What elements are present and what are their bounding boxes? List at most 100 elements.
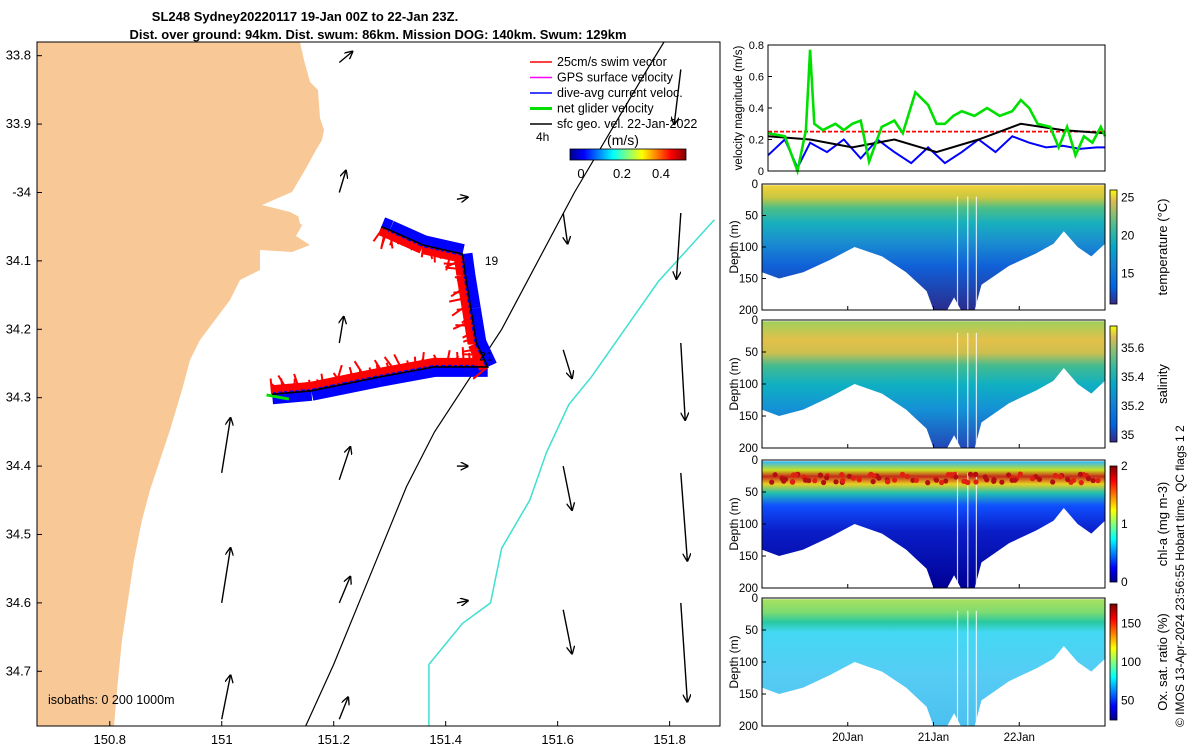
chl-maximum-point (913, 477, 920, 483)
section-colorbar-tick-label: 1 (1121, 517, 1128, 531)
chl-maximum-point (1009, 477, 1015, 483)
section-data-field (762, 461, 1105, 588)
map-x-tick-label: 151.4 (429, 732, 462, 747)
section-colorbar-tick-label: 2 (1121, 459, 1128, 473)
chl-maximum-point (870, 479, 876, 485)
chl-maximum-point (967, 471, 974, 477)
chl-maximum-point (892, 477, 898, 483)
map-y-tick-label: 33.9 (6, 116, 31, 131)
section-colorbar (1109, 603, 1118, 721)
speed-colorbar-tick: 0 (577, 166, 584, 181)
swim-band (456, 274, 469, 311)
map-y-ticks: 33.8 33.9 -34 34.1 34.2 34.3 34.4 34.5 34.6 34.7 (6, 48, 42, 678)
chl-maximum-point (821, 479, 827, 486)
chl-maximum-point (933, 477, 940, 483)
geo-velocity-arrow (338, 447, 350, 481)
net-velocity-mark (266, 393, 290, 401)
geo-velocity-arrow (680, 342, 685, 420)
chl-maximum-point (789, 479, 796, 485)
swim-band (376, 358, 435, 376)
chl-maximum-point (1090, 477, 1096, 484)
speed-colorbar-ticks: 0 0.2 0.4 (577, 166, 670, 181)
section-colorbar-tick-label: 25 (1121, 191, 1135, 205)
chl-maximum-point (899, 471, 906, 477)
section-colorbar-tick-label: 15 (1121, 267, 1135, 281)
chl-maximum-point (833, 479, 839, 485)
section-y-tick-label: 150 (739, 689, 758, 701)
swim-band (386, 231, 423, 254)
chl-maximum-point (973, 471, 979, 477)
geo-velocity-arrow (562, 465, 572, 510)
legend-label: sfc geo. vel. 22-Jan-2022 (557, 117, 697, 131)
section-y-tick-label: 100 (739, 519, 758, 531)
chl-maximum-point (961, 478, 967, 484)
scale-label: 4h (536, 130, 549, 144)
map-y-tick-label: 34.5 (6, 526, 31, 541)
chl-maximum-point (884, 479, 891, 485)
chl-maximum-point (1095, 477, 1101, 484)
section-y-tick-label: 150 (739, 411, 758, 423)
legend-label: net glider velocity (557, 102, 654, 116)
geo-vectors (221, 52, 688, 720)
current-swath (266, 217, 497, 405)
section-date-ticks: 20Jan 21Jan 22Jan (832, 306, 1035, 744)
chl-maximum-point (925, 480, 931, 486)
swim-band (271, 381, 312, 393)
chl-maximum-point (939, 479, 945, 486)
section-y-tick-label: 0 (752, 593, 758, 605)
legend-label: dive-avg current veloc. (557, 86, 683, 100)
chl-maximum-point (984, 477, 990, 483)
chl-maximum-point (953, 474, 959, 480)
swim-band (309, 368, 379, 389)
section-x-tick-label: 20Jan (832, 732, 863, 744)
map-y-tick-label: 34.7 (6, 663, 31, 678)
bay-inlet (310, 160, 344, 195)
speed-colorbar-tick: 0.2 (613, 166, 631, 181)
map-y-tick-label: 34.2 (6, 321, 31, 336)
swim-band (421, 247, 462, 263)
chl-maximum-point (779, 476, 785, 482)
swim-band (377, 228, 389, 239)
section-y-tick-label: 0 (752, 179, 758, 191)
velocity-series-line (767, 135, 1105, 171)
swim-vector (433, 357, 436, 367)
section-y-tick-label: 50 (745, 487, 758, 499)
glider-track (272, 225, 489, 396)
section-colorbar-tick-label: 0 (1121, 575, 1128, 589)
section-x-tick-label: 21Jan (918, 732, 949, 744)
legend-label: GPS surface velocity (557, 71, 674, 85)
map-x-tick-label: 151.8 (653, 732, 686, 747)
figure-title: SL248 Sydney20220117 19-Jan 00Z to 22-Ja… (129, 9, 626, 42)
section-data-field (762, 321, 1105, 448)
section-variable-label: salinity (1155, 364, 1170, 404)
chl-maximum-point (1078, 480, 1084, 486)
velocity-y-tick-label: 0.8 (749, 40, 764, 52)
swim-vector (308, 379, 313, 392)
speed-colorbar (569, 148, 687, 161)
chl-maximum-point (943, 478, 949, 484)
speed-colorbar-tick: 0.4 (652, 166, 670, 181)
map-frame (36, 41, 721, 727)
chl-maximum-point (1085, 475, 1092, 482)
velocity-series-line (767, 122, 1106, 154)
map-x-tick-label: 150.8 (94, 732, 127, 747)
swim-band (468, 343, 486, 371)
chl-maximum-point (856, 476, 862, 482)
section-y-tick-label: 150 (739, 551, 758, 563)
geo-velocity-arrow (680, 602, 688, 702)
chl-maximum-point (867, 472, 874, 478)
chl-maximum-point (1036, 476, 1043, 482)
swim-vector (472, 366, 489, 380)
section-variable-label: Ox. sat. ratio (%) (1155, 613, 1170, 711)
velocity-series-line (767, 49, 1107, 176)
geo-velocity-arrow (680, 472, 688, 561)
geo-velocity-arrow (221, 418, 231, 474)
section-colorbar-tick-label: 50 (1121, 694, 1135, 708)
velocity-y-tick-label: 0 (758, 166, 764, 178)
section-y-tick-label: 100 (739, 379, 758, 391)
geo-velocity-arrow (338, 697, 348, 720)
section-y-tick-label: 100 (739, 242, 758, 254)
geo-velocity-arrow (221, 675, 231, 720)
